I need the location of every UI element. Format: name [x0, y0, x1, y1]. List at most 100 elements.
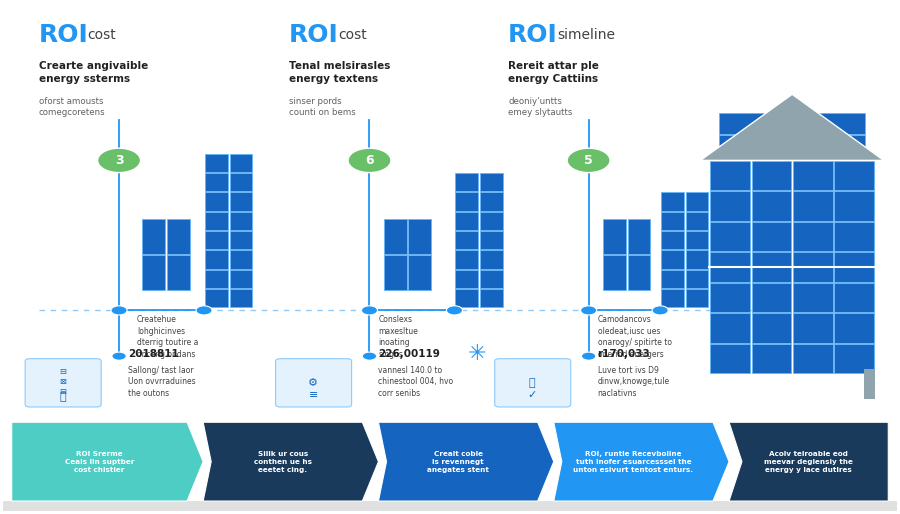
Bar [662, 270, 684, 288]
Bar [480, 231, 503, 249]
Text: r170,033: r170,033 [598, 348, 651, 359]
Bar [686, 270, 708, 288]
Circle shape [446, 306, 463, 315]
Bar [627, 255, 651, 289]
Bar [230, 270, 252, 288]
FancyBboxPatch shape [275, 359, 352, 407]
Bar [834, 191, 874, 221]
Bar [710, 314, 750, 343]
Text: 2018811: 2018811 [128, 348, 179, 359]
FancyBboxPatch shape [25, 359, 101, 407]
Bar [710, 191, 750, 221]
Bar [752, 191, 791, 221]
Bar [455, 212, 478, 230]
Bar [480, 270, 503, 288]
Bar [142, 219, 165, 254]
Bar [230, 212, 252, 230]
Bar [455, 289, 478, 307]
Bar [710, 344, 750, 374]
Bar [662, 212, 684, 230]
Text: ⊟
⊠
⊟: ⊟ ⊠ ⊟ [59, 366, 67, 396]
Text: Sallong/ tast laor
Uon ovvrraduines
the outons: Sallong/ tast laor Uon ovvrraduines the … [128, 366, 195, 397]
Bar [662, 231, 684, 249]
FancyBboxPatch shape [495, 359, 571, 407]
Text: 226,00119: 226,00119 [378, 348, 440, 359]
Bar [480, 192, 503, 211]
Bar [230, 154, 252, 172]
Text: Luve tort ivs D9
dinvw,knowge,tule
naclativns: Luve tort ivs D9 dinvw,knowge,tule nacla… [598, 366, 670, 397]
Bar [142, 255, 165, 289]
Polygon shape [554, 422, 729, 501]
Bar [793, 161, 832, 190]
Text: 5: 5 [584, 154, 593, 167]
Bar [455, 270, 478, 288]
Bar [710, 283, 750, 313]
Bar [752, 344, 791, 374]
Text: ROI: ROI [289, 23, 338, 47]
Bar [205, 154, 228, 172]
Bar [205, 173, 228, 191]
Bar [719, 136, 767, 157]
Bar [230, 231, 252, 249]
Text: Rereit attar ple
energy Cattiins: Rereit attar ple energy Cattiins [508, 61, 599, 84]
Polygon shape [203, 422, 378, 501]
Text: cost: cost [338, 28, 367, 42]
Bar [793, 191, 832, 221]
Circle shape [362, 306, 377, 315]
Circle shape [567, 148, 610, 173]
Bar [383, 255, 407, 289]
Bar [455, 231, 478, 249]
Bar [230, 173, 252, 191]
Text: ROI Srerme
Ceals lin suptber
cost chistier: ROI Srerme Ceals lin suptber cost chisti… [65, 451, 134, 473]
Bar [793, 283, 832, 313]
Circle shape [652, 306, 668, 315]
Bar [752, 283, 791, 313]
Bar [686, 212, 708, 230]
Polygon shape [12, 422, 203, 501]
Bar [686, 289, 708, 307]
Text: ✳: ✳ [467, 343, 486, 363]
Text: simeline: simeline [557, 28, 616, 42]
Bar [752, 252, 791, 282]
Bar [834, 314, 874, 343]
Bar [480, 289, 503, 307]
Bar [205, 250, 228, 269]
Text: Tenal melsirasles
energy textens: Tenal melsirasles energy textens [289, 61, 391, 84]
Bar [480, 250, 503, 269]
Bar [230, 289, 252, 307]
Bar [686, 250, 708, 269]
Bar [3, 501, 897, 511]
Bar [205, 192, 228, 211]
Bar [793, 252, 832, 282]
Bar [205, 231, 228, 249]
Bar [230, 250, 252, 269]
Bar [710, 222, 750, 251]
Bar [627, 219, 651, 254]
Circle shape [111, 306, 127, 315]
Bar [166, 219, 190, 254]
Text: ROI: ROI [508, 23, 558, 47]
Text: Crealt coble
is revennegt
anegates stent: Crealt coble is revennegt anegates stent [428, 451, 489, 473]
Bar [686, 231, 708, 249]
Text: Crearte angivaible
energy ssterms: Crearte angivaible energy ssterms [39, 61, 148, 84]
Circle shape [112, 352, 126, 360]
Circle shape [581, 352, 596, 360]
Bar [752, 222, 791, 251]
Polygon shape [729, 422, 888, 501]
Circle shape [196, 306, 212, 315]
Text: Createhue
lohghicinves
dterrig toutire a
onceng ondans: Createhue lohghicinves dterrig toutire a… [137, 316, 198, 359]
Circle shape [363, 352, 377, 360]
Text: Conslexs
maxesltue
inoating
singns: Conslexs maxesltue inoating singns [378, 316, 419, 359]
Text: cost: cost [87, 28, 116, 42]
Bar [409, 219, 431, 254]
Bar [205, 270, 228, 288]
Bar [662, 289, 684, 307]
Bar [455, 173, 478, 191]
Polygon shape [378, 422, 554, 501]
Bar [205, 212, 228, 230]
Bar [603, 219, 625, 254]
Text: 🖥: 🖥 [59, 392, 66, 402]
Text: deoniy'untts
emey slytautts: deoniy'untts emey slytautts [508, 97, 572, 117]
Text: ROI: ROI [39, 23, 88, 47]
Bar [769, 113, 815, 135]
